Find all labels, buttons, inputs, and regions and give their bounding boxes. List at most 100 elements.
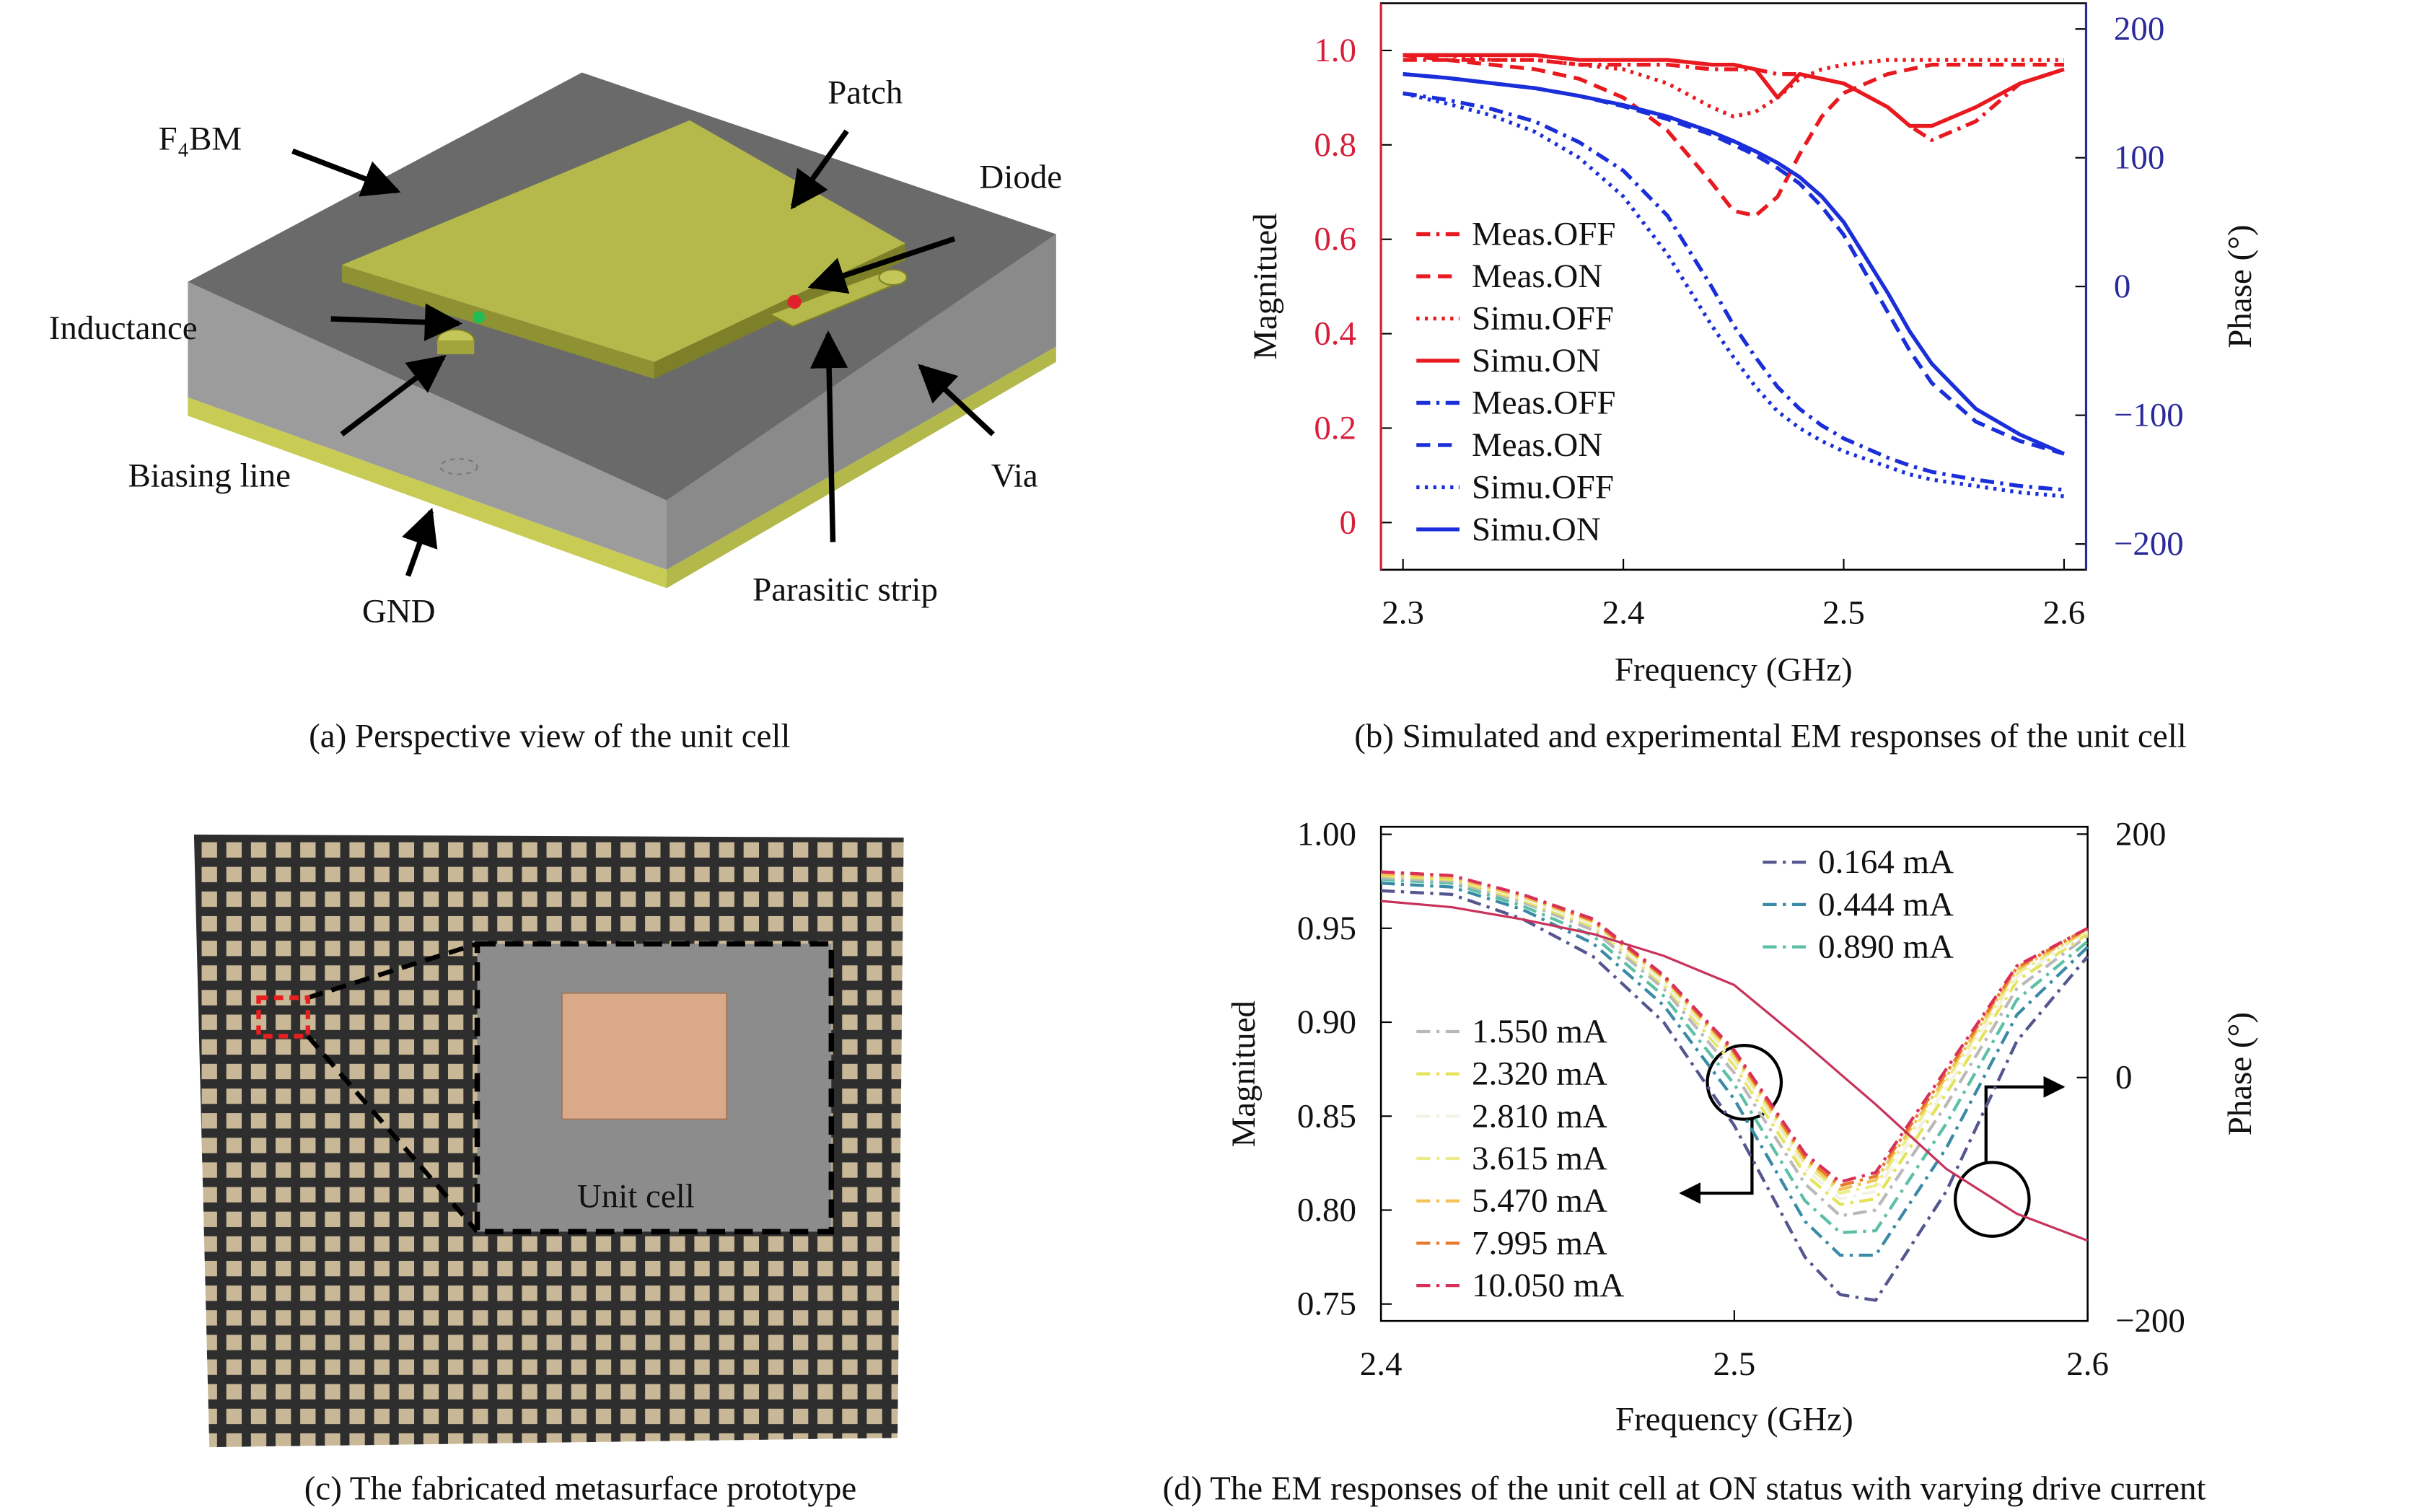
zoom-line [306,1034,479,1234]
gnd-layer [666,346,1056,589]
y-tick-label: 0.90 [1297,1003,1356,1041]
unit-cell-drawing: F₄BM Patch Diode Inductance Biasing line… [49,72,1062,755]
y2-tick-label: −200 [2114,525,2184,563]
legend-label: Simu.ON [1472,342,1601,379]
annotation-circle [1953,1161,2031,1238]
selected-cell [256,995,310,1039]
biasing-line [437,340,475,355]
series-line [1403,53,2064,218]
y-tick-label: 0.95 [1297,910,1356,947]
arrow [340,355,447,436]
y2-tick-label: −100 [2114,397,2184,434]
y2-tick-label: 200 [2114,10,2164,48]
label: Via [991,457,1038,495]
legend-label: 7.995 mA [1472,1224,1607,1262]
legend-label: 0.444 mA [1818,886,1954,923]
x-axis-label: Frequency (GHz) [1615,1401,1853,1438]
y-tick-label: 1.00 [1297,816,1356,853]
x-tick-label: 2.5 [1822,594,1865,632]
diode [787,294,802,309]
via-pad [878,268,908,286]
inductance [473,311,486,324]
y2-tick-label: 0 [2115,1059,2132,1096]
y-axis-label: Magnitued [1225,1001,1263,1147]
chart: 2.4 2.5 2.6 0.75 0.80 0.85 0.90 0.95 1.00 −200 0 20… [1225,815,2259,1438]
substrate-side [188,281,667,570]
y2-tick-label: 100 [2114,139,2164,177]
legend-label: 2.810 mA [1472,1097,1607,1135]
substrate-side [666,234,1056,570]
y-axis-label: Magnitued [1247,213,1284,359]
legend-label: Simu.ON [1472,511,1601,548]
x-tick-label: 2.3 [1382,594,1424,632]
x-axis-label: Frequency (GHz) [1615,651,1853,689]
series-line [1403,91,2065,492]
series-line [1403,53,2065,128]
series-line [1381,878,2089,1234]
legend-label: 2.320 mA [1472,1055,1607,1093]
x-tick-label: 2.4 [1602,594,1645,632]
arrows [291,129,995,577]
label: F₄BM [159,120,242,157]
legend-label: Simu.OFF [1472,468,1614,506]
series-line [1403,58,2065,142]
caption: (b) Simulated and experimental EM respon… [1354,717,2187,755]
arrow [918,364,995,436]
y2-tick-label: 200 [2115,815,2166,853]
arrow [790,129,849,210]
inset [474,941,835,1235]
x-tick-label: 2.6 [2043,594,2086,632]
x-tick-label: 2.5 [1713,1345,1756,1383]
legend-label: 3.615 mA [1472,1140,1607,1177]
legend-label: 10.050 mA [1472,1267,1624,1304]
series-line [1381,872,2089,1201]
y2-tick-label: 0 [2114,268,2130,305]
label: GND [362,592,436,630]
y-tick-label: 0.75 [1297,1285,1356,1323]
series-line [1380,900,2089,1242]
caption: (a) Perspective view of the unit cell [309,717,790,755]
y-tick-label: 0.2 [1314,409,1356,447]
series-line [1403,91,2065,498]
series-line [1381,889,2089,1302]
series-line [1381,882,2089,1257]
arrow [330,303,463,341]
series-line [1381,872,2089,1195]
label: Parasitic strip [752,571,938,609]
legend-label: Meas.OFF [1472,384,1616,421]
y-tick-label: 0.8 [1314,126,1356,164]
prototype-photo: Unit cell (c) The fabricated metasurface… [193,834,904,1508]
caption: (c) The fabricated metasurface prototype [304,1470,856,1508]
y2-axis-label: Phase (°) [2221,225,2259,348]
x-tick-label: 2.6 [2066,1345,2109,1383]
legend-label: Meas.OFF [1472,216,1616,253]
label: Patch [828,74,903,111]
series-line [1381,870,2089,1187]
x-tick-label: 2.4 [1360,1345,1403,1383]
zoom-line [307,941,478,1001]
patch-top [341,120,905,362]
arrow [807,236,956,294]
arrow [809,330,848,542]
arrow [291,148,401,197]
annotation-arrow [1984,1076,2066,1163]
label: Biasing line [128,457,291,495]
y2-tick-label: −200 [2115,1302,2185,1340]
label: Diode [979,159,1062,196]
legend-label: Meas.ON [1472,258,1602,295]
caption: (d) The EM responses of the unit cell at… [1163,1470,2206,1508]
legend-label: 0.164 mA [1818,843,1954,881]
annotation-arrow [1679,1119,1754,1204]
y-tick-label: 0.6 [1314,221,1356,258]
annotation-circle [1706,1044,1783,1121]
legend-label: 0.890 mA [1818,928,1954,966]
y2-axis-label: Phase (°) [2221,1012,2259,1135]
y-tick-label: 0.85 [1297,1097,1356,1135]
phase-annotations [1679,1044,2066,1238]
legend-label: 5.470 mA [1472,1182,1607,1220]
legend-label: Simu.OFF [1472,300,1614,338]
series-line [1381,870,2089,1184]
label: Unit cell [577,1177,695,1215]
legend-label: 1.550 mA [1472,1013,1607,1050]
